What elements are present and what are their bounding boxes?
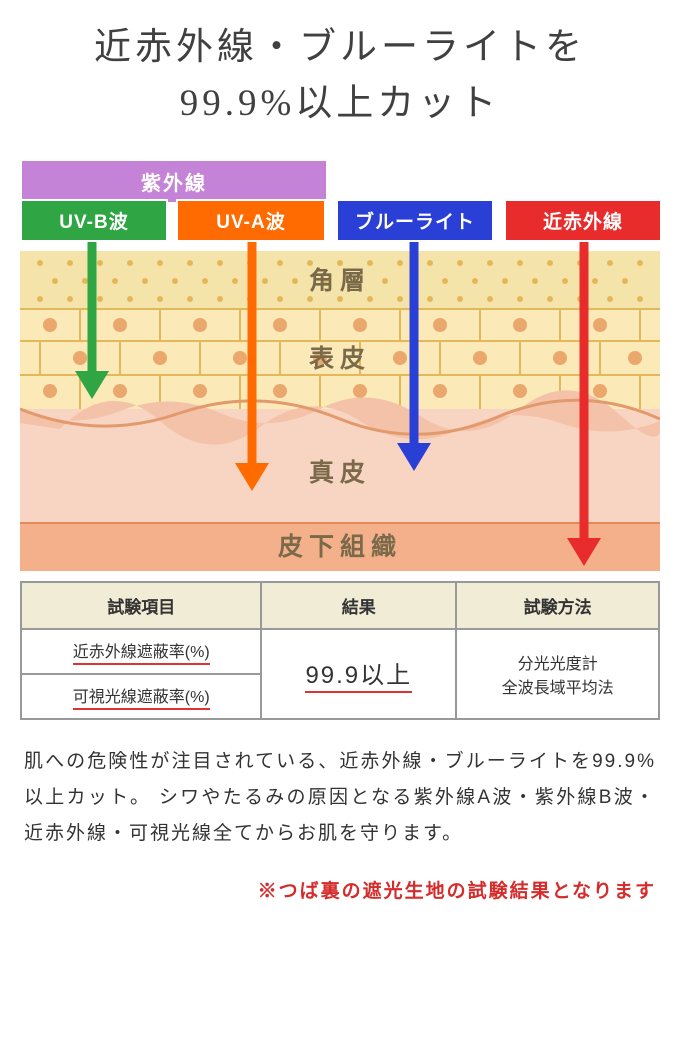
table-cell-result: 99.9以上 [261,629,456,719]
ray-label-blue: ブルーライト [336,199,494,242]
page-title: 近赤外線・ブルーライトを99.9%以上カット [18,20,662,131]
table-cell-method: 分光光度計 全波長域平均法 [456,629,659,719]
ray-label-nir: 近赤外線 [504,199,662,242]
layer-label-stratum: 角層 [309,267,371,295]
table-cell: 近赤外線遮蔽率(%) [21,629,261,674]
layer-label-subcut: 皮下組織 [278,532,402,561]
description-text: 肌への危険性が注目されている、近赤外線・ブルーライトを99.9%以上カット。 シ… [24,744,656,852]
ray-label-uva: UV-A波 [176,199,326,242]
ray-label-uvb: UV-B波 [20,199,168,242]
ray-labels: 紫外線 UV-B波 UV-A波 ブルーライト 近赤外線 [20,159,660,241]
uv-group-label: 紫外線 [20,159,328,204]
skin-cross-section: 角層 表皮 真皮 皮下組織 [20,241,660,571]
layer-label-epidermis: 表皮 [309,345,371,373]
table-cell: 可視光線遮蔽率(%) [21,674,261,719]
skin-diagram: 紫外線 UV-B波 UV-A波 ブルーライト 近赤外線 [20,159,660,571]
table-header: 結果 [261,582,456,629]
footnote: ※つば裏の遮光生地の試験結果となります [18,876,656,903]
results-table: 試験項目 結果 試験方法 近赤外線遮蔽率(%) 99.9以上 分光光度計 全波長… [20,581,660,720]
table-header: 試験方法 [456,582,659,629]
layer-label-dermis: 真皮 [309,459,371,487]
table-header: 試験項目 [21,582,261,629]
